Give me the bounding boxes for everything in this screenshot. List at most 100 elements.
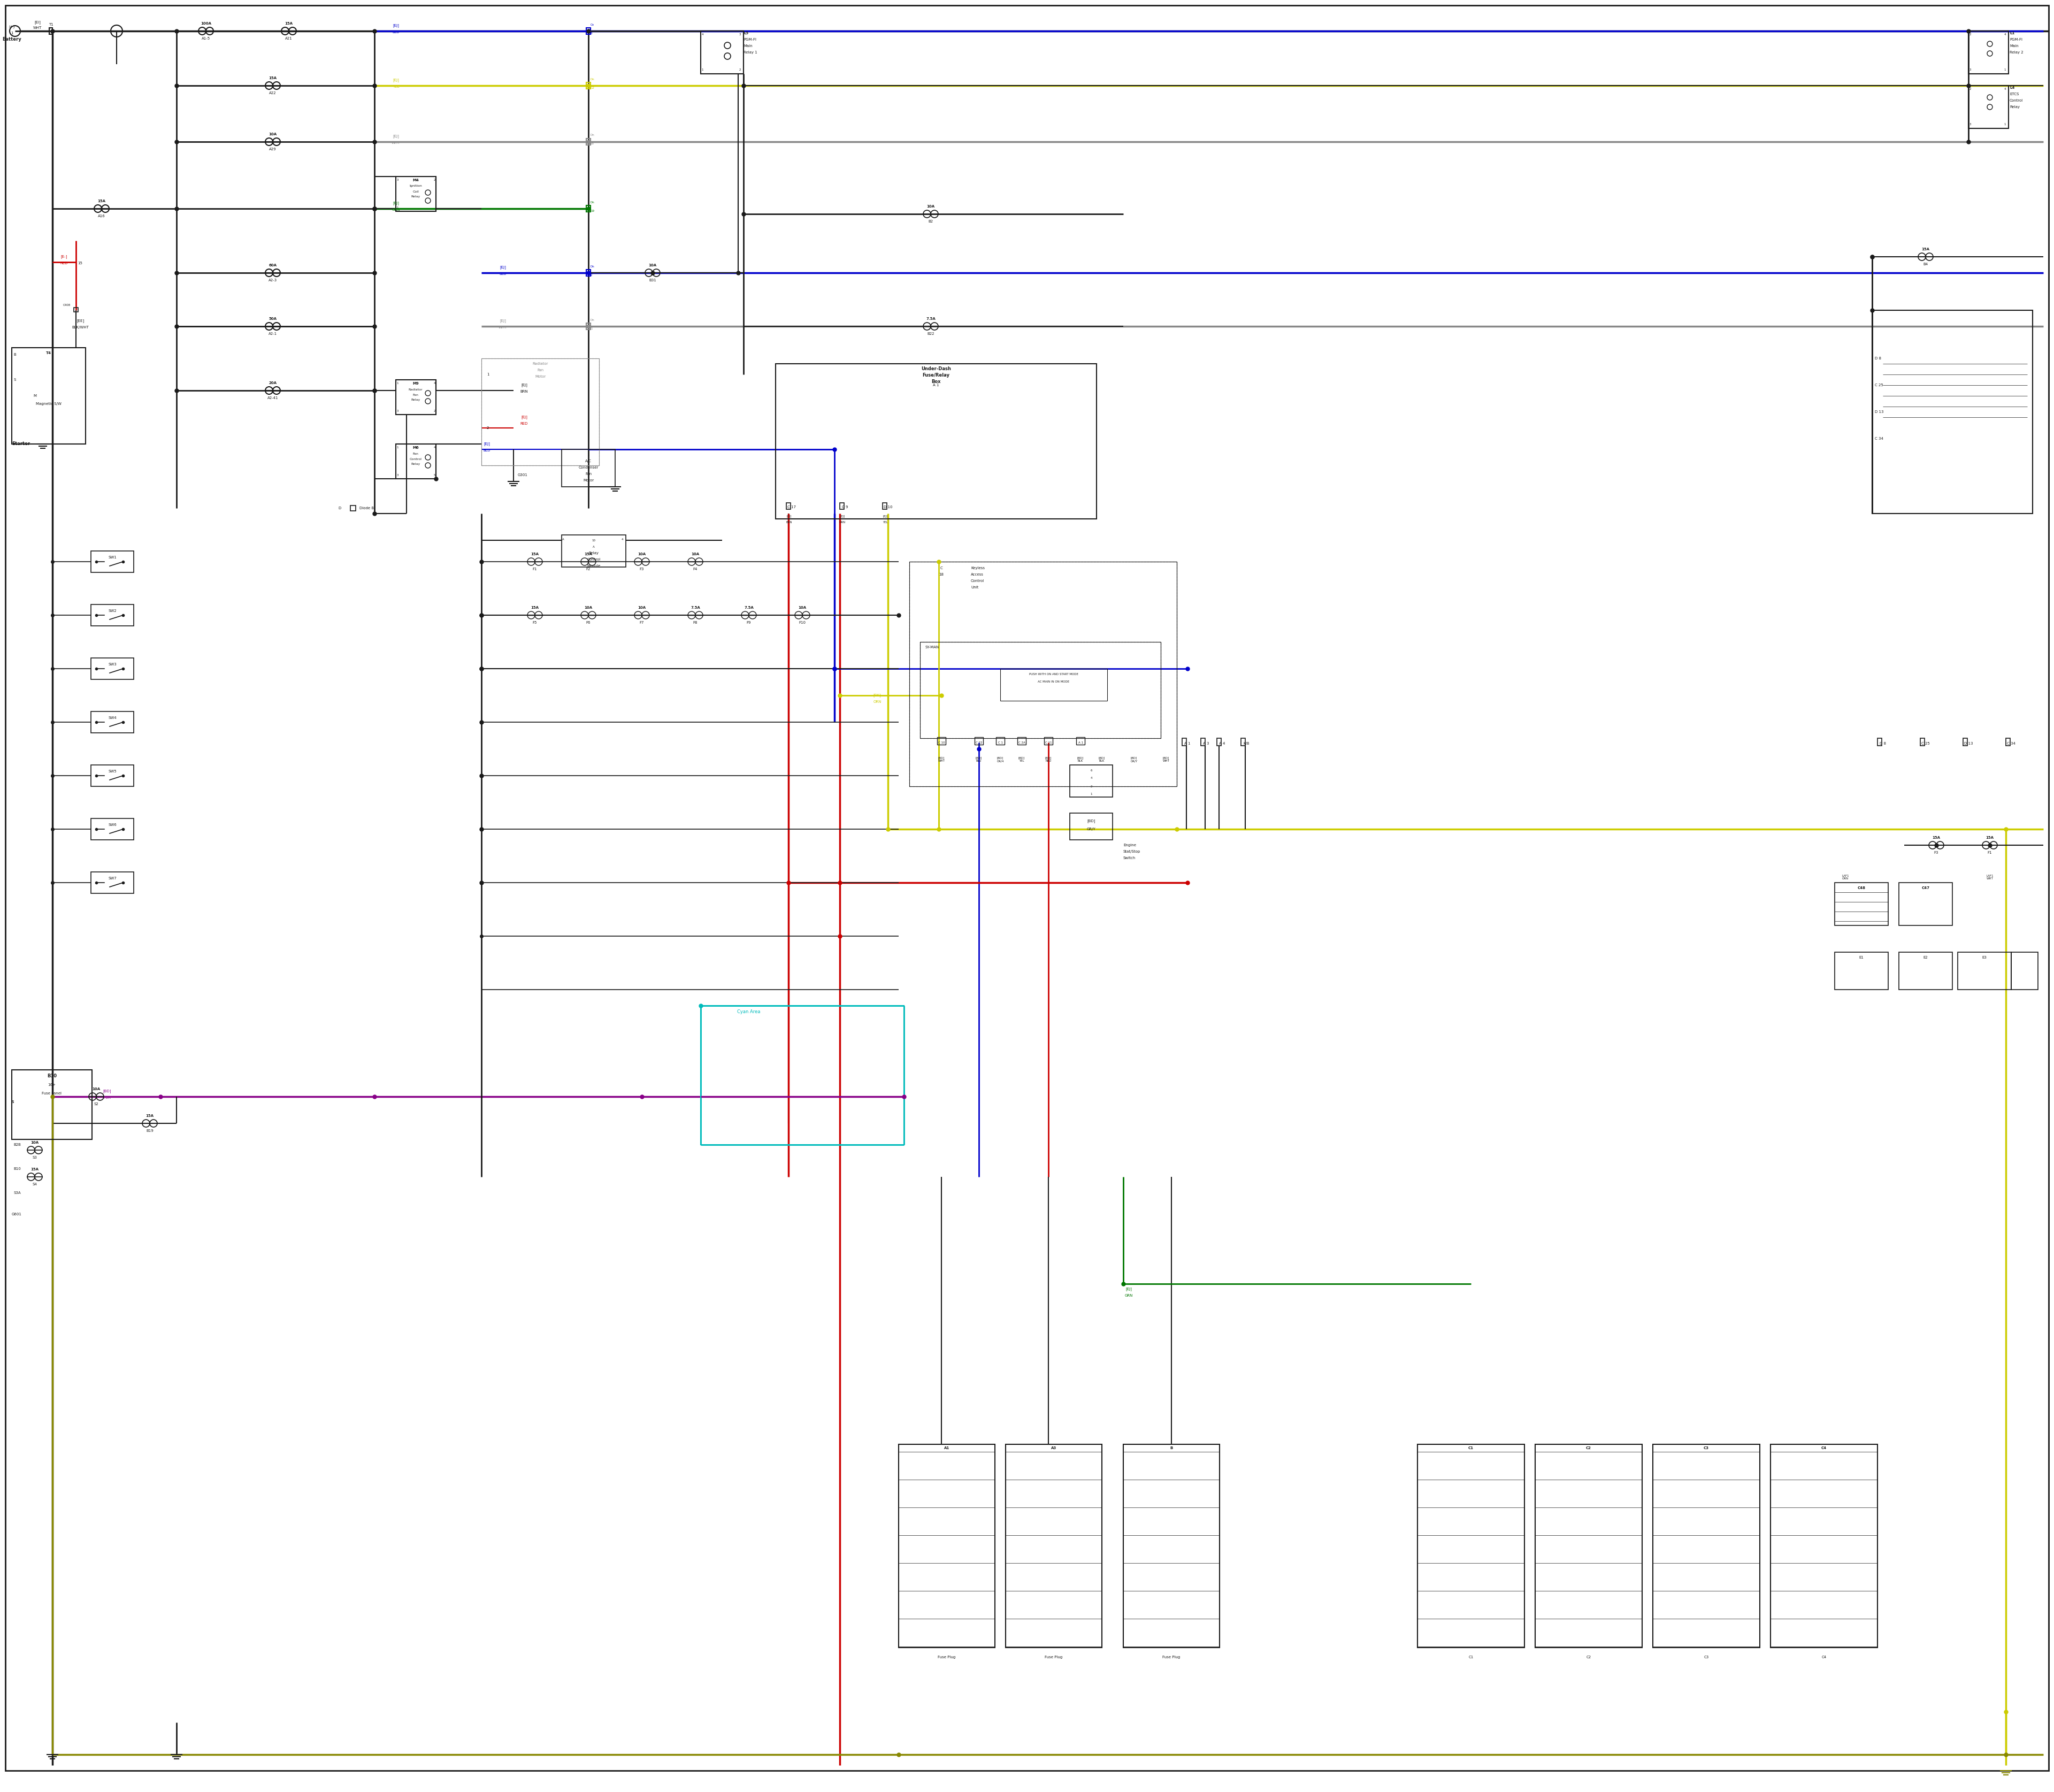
Text: Magnetic S/W: Magnetic S/W: [35, 401, 62, 405]
Bar: [883, 504, 887, 509]
Text: Control: Control: [972, 579, 984, 582]
Text: C48: C48: [1857, 887, 1865, 889]
Text: (+): (+): [8, 25, 14, 29]
Text: 15A: 15A: [530, 552, 538, 556]
Bar: [90, 819, 134, 840]
Text: BLK/WHT: BLK/WHT: [72, 326, 88, 330]
Text: 7.5A: 7.5A: [926, 317, 935, 321]
Text: Fuse/Relay: Fuse/Relay: [922, 373, 949, 378]
Text: [BD]
RED: [BD] RED: [1045, 756, 1052, 762]
Bar: [585, 29, 592, 34]
Text: Control: Control: [587, 557, 600, 561]
Text: S: S: [12, 1100, 14, 1104]
Bar: [840, 504, 844, 509]
Text: 10A: 10A: [583, 606, 592, 609]
Bar: [1898, 883, 1953, 925]
Text: S2: S2: [94, 1102, 99, 1106]
Text: C 22: C 22: [976, 742, 982, 744]
Bar: [1834, 883, 1888, 925]
Text: A16: A16: [99, 215, 105, 217]
Text: Fuse Plug: Fuse Plug: [1163, 1656, 1181, 1659]
Text: G301: G301: [518, 473, 528, 477]
Text: C 1: C 1: [998, 742, 1002, 744]
Bar: [2011, 952, 2038, 989]
Text: LAF1
ORN: LAF1 ORN: [1842, 874, 1849, 880]
Text: GR/Y: GR/Y: [1087, 828, 1095, 831]
Text: C3: C3: [1705, 1656, 1709, 1659]
Text: [EJ]: [EJ]: [840, 514, 844, 518]
Text: A21: A21: [286, 38, 292, 39]
Text: Box: Box: [930, 380, 941, 383]
Text: B10: B10: [14, 1167, 21, 1170]
Text: [EJ]: [EJ]: [787, 514, 791, 518]
Text: BLU: BLU: [483, 448, 491, 452]
Text: A 1: A 1: [1078, 742, 1082, 744]
Text: 1: 1: [10, 32, 12, 34]
Bar: [585, 82, 592, 90]
Text: YEL: YEL: [392, 84, 398, 88]
Text: C 17: C 17: [787, 505, 797, 509]
Bar: [920, 642, 1161, 738]
Text: Relay: Relay: [411, 195, 421, 199]
Text: 15A: 15A: [31, 1168, 39, 1170]
Text: C47: C47: [1923, 887, 1929, 889]
Text: Coil: Coil: [413, 190, 419, 194]
Text: 15A: 15A: [530, 606, 538, 609]
Text: T1: T1: [49, 23, 53, 27]
Text: 15A: 15A: [1933, 837, 1941, 839]
Bar: [910, 561, 1177, 787]
Text: B: B: [1171, 1446, 1173, 1450]
Bar: [1017, 737, 1025, 745]
Text: 15A: 15A: [1923, 247, 1929, 251]
Text: PUSH WITH ON AND START MODE: PUSH WITH ON AND START MODE: [1029, 672, 1078, 676]
Text: S3A: S3A: [14, 1192, 21, 1195]
Text: Fuse Panel: Fuse Panel: [41, 1091, 62, 1095]
Text: D 8: D 8: [1875, 357, 1881, 360]
Bar: [1070, 814, 1113, 840]
Text: 10A: 10A: [269, 133, 277, 136]
Text: 15A: 15A: [146, 1115, 154, 1118]
Text: Motor: Motor: [534, 375, 546, 378]
Text: [EJ]: [EJ]: [392, 79, 398, 82]
Text: C 9: C 9: [842, 505, 848, 509]
Text: 10A: 10A: [639, 606, 645, 609]
Text: C 34: C 34: [1875, 437, 1884, 441]
Text: T4: T4: [45, 351, 51, 355]
Text: Starter: Starter: [12, 441, 31, 446]
Text: C3: C3: [1703, 1446, 1709, 1450]
Bar: [937, 737, 945, 745]
Bar: [90, 711, 134, 733]
Bar: [12, 348, 86, 444]
Bar: [1000, 668, 1107, 701]
Text: M6: M6: [413, 446, 419, 450]
Text: BLU: BLU: [392, 30, 398, 34]
Text: [EJ]: [EJ]: [499, 319, 505, 323]
Text: L4: L4: [2009, 86, 2015, 90]
Text: ORN: ORN: [873, 701, 881, 704]
Text: Condenser: Condenser: [579, 466, 598, 470]
Text: 10A: 10A: [31, 1142, 39, 1145]
Text: 19: 19: [592, 210, 594, 211]
Text: E2: E2: [1923, 955, 1929, 959]
Bar: [787, 504, 791, 509]
Text: [EJ]: [EJ]: [1126, 1287, 1132, 1290]
Text: SW2: SW2: [109, 609, 117, 613]
Text: D 13: D 13: [1875, 410, 1884, 414]
Text: G601: G601: [12, 1213, 23, 1217]
Text: M: M: [33, 394, 37, 398]
Text: AC MAIN IN ON MODE: AC MAIN IN ON MODE: [1037, 681, 1070, 683]
Text: SW5: SW5: [109, 771, 117, 772]
Text: A 4: A 4: [1220, 742, 1226, 745]
Bar: [1898, 952, 1953, 989]
Bar: [1241, 738, 1245, 745]
Bar: [74, 308, 78, 312]
Text: [EJ]: [EJ]: [392, 23, 398, 27]
Text: Relay: Relay: [2009, 106, 2019, 109]
Text: M9: M9: [413, 382, 419, 385]
Text: Stat/Stop: Stat/Stop: [1124, 849, 1140, 853]
Text: Unit: Unit: [972, 586, 978, 590]
Text: Access: Access: [972, 573, 984, 575]
Text: YEL: YEL: [883, 521, 887, 523]
Text: Radiator: Radiator: [532, 362, 548, 366]
Text: Motor: Motor: [583, 478, 594, 482]
